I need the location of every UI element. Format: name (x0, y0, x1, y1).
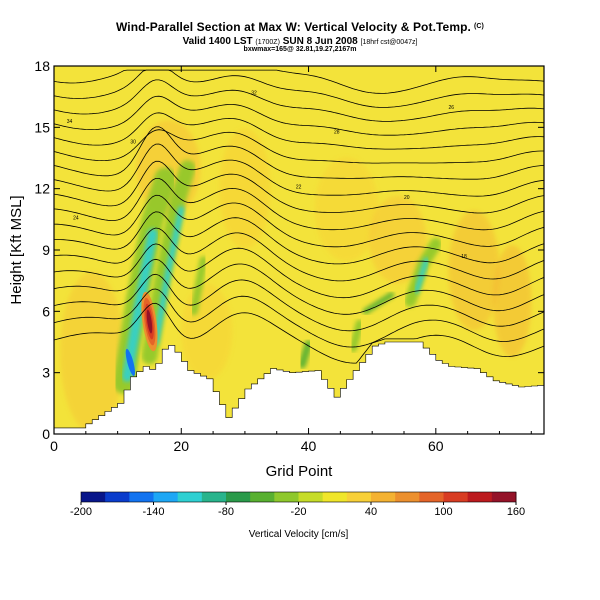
colorbar-tick-label: -200 (70, 506, 92, 518)
y-tick-label: 9 (42, 242, 50, 258)
isentrope-line (54, 95, 544, 136)
colorbar-swatch (443, 492, 469, 502)
isentrope-label: 32 (251, 91, 257, 97)
x-tick-label: 40 (301, 438, 317, 454)
colorbar-swatch (467, 492, 493, 502)
valid-time: Valid 1400 LST (1700Z) SUN 8 Jun 2008 [1… (182, 36, 418, 47)
isentrope-label: 22 (296, 185, 302, 191)
colorbar-tick-label: 160 (507, 506, 525, 518)
isentrope-line (54, 129, 544, 164)
isentrope-contours: 34 32 30 28 26 24 22 20 18 (54, 69, 544, 364)
y-tick-label: 12 (34, 181, 50, 197)
colorbar-tick-label: -80 (218, 506, 234, 518)
x-axis-title: Grid Point (266, 463, 334, 480)
y-axis-title: Height [Kft MSL] (8, 195, 25, 304)
isentrope-line (54, 227, 544, 282)
isentrope-label: 34 (67, 119, 73, 125)
colorbar: -200 -140 -80 -20 40 100 160 Vertical Velocity … (70, 491, 525, 540)
updraft-streak (298, 340, 313, 369)
isentrope-line (54, 302, 544, 364)
colorbar-swatch (153, 492, 179, 502)
colorbar-swatch (419, 492, 444, 502)
isentrope-line (54, 211, 544, 265)
isentrope-line (54, 112, 544, 150)
y-tick-label: 3 (42, 365, 50, 381)
x-tick-label: 0 (50, 438, 58, 454)
isentrope-line (54, 273, 544, 332)
isentrope-label: 26 (449, 105, 455, 111)
y-tick-label: 6 (42, 303, 50, 319)
isentrope-line (54, 69, 544, 108)
updraft-streak (362, 292, 395, 315)
colorbar-swatch (274, 492, 299, 502)
colorbar-swatch (226, 492, 251, 502)
isentrope-line (54, 160, 544, 214)
colorbar-tick-label: 100 (434, 506, 452, 518)
isentrope-label: 30 (130, 140, 136, 146)
colorbar-tick-label: 40 (365, 506, 377, 518)
updraft-streak (122, 228, 158, 382)
isentrope-line (54, 258, 544, 315)
isentrope-label: 28 (334, 129, 340, 135)
isentrope-line (54, 178, 544, 231)
colorbar-swatch (105, 492, 130, 502)
x-tick-label: 20 (173, 438, 189, 454)
title-units: (C) (473, 23, 484, 30)
isentrope-line (54, 143, 544, 197)
updraft-streak (349, 319, 364, 353)
colorbar-swatch (371, 492, 396, 502)
isentrope-line (54, 243, 544, 299)
chart-subtitle: bxwmax=165@ 32.81,19.27,2167m (243, 46, 357, 53)
terrain (54, 341, 544, 434)
y-tick-label: 0 (42, 426, 50, 442)
colorbar-swatch (491, 492, 517, 502)
chart-title: Wind-Parallel Section at Max W: Vertical… (115, 20, 484, 34)
colorbar-swatch (201, 492, 227, 502)
isentrope-line (54, 126, 544, 180)
colorbar-swatch (129, 492, 154, 502)
isentrope-label: 18 (461, 254, 467, 260)
colorbar-swatch (346, 492, 372, 502)
isentrope-label: 20 (404, 195, 410, 201)
colorbar-swatch (177, 492, 203, 502)
y-tick-label: 15 (34, 119, 50, 135)
colorbar-tick-label: -140 (142, 506, 164, 518)
terrain-profile (54, 341, 544, 434)
downdraft-core (125, 348, 136, 376)
colorbar-swatch (81, 492, 106, 502)
y-tick-label: 18 (34, 58, 50, 74)
colorbar-swatch (322, 492, 348, 502)
isentrope-line (54, 194, 544, 248)
colorbar-swatch (298, 492, 324, 502)
axes: 0 20 40 60 0 3 6 9 12 15 18 Grid Point Height [Kft M… (8, 58, 545, 480)
isentrope-line (54, 288, 544, 348)
x-tick-label: 60 (428, 438, 444, 454)
colorbar-swatch (395, 492, 420, 502)
colorbar-title: Vertical Velocity [cm/s] (249, 529, 349, 540)
updraft-core (146, 309, 153, 334)
colorbar-tick-label: -20 (291, 506, 307, 518)
colorbar-swatch (250, 492, 275, 502)
isentrope-label: 24 (73, 215, 79, 221)
isentrope-line (54, 79, 544, 122)
isentrope-line (54, 69, 544, 94)
